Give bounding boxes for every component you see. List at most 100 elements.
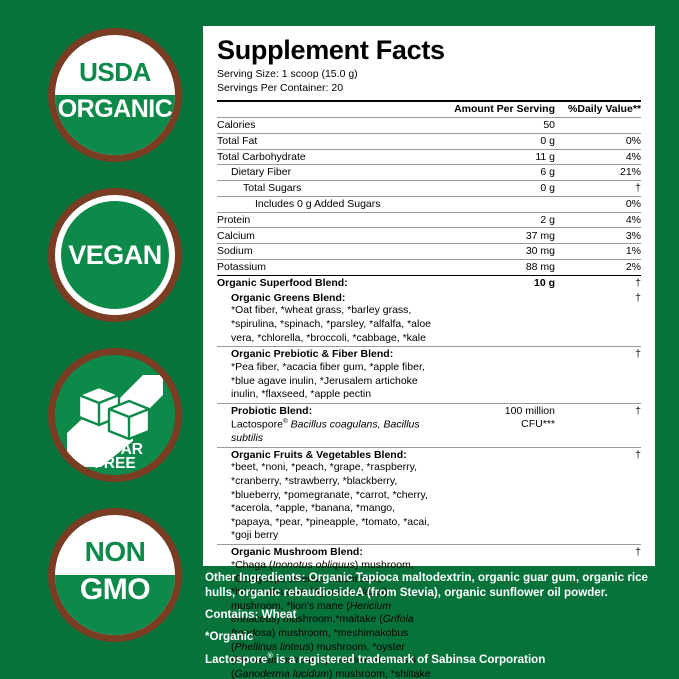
mushroom-common-name: *Chaga ( [231, 558, 273, 571]
mushroom-latin-name: Pleurotus ostreatus [234, 654, 325, 667]
prebiotic-blend-row: Organic Prebiotic & Fiber Blend: *Pea fi… [217, 346, 641, 404]
nutrient-dv: 0% [555, 196, 641, 213]
mushroom-common-name: ) mushroom, *meshimakobus ( [231, 627, 409, 653]
contains-allergen-text: Contains: Wheat [205, 608, 297, 622]
sugar-free-badge: SUGAR FREE [48, 348, 182, 482]
probiotic-amount-line2: CFU*** [521, 417, 555, 430]
probiotic-amount-line1: 100 million [504, 405, 555, 418]
greens-blend-cell: Organic Greens Blend: *Oat fiber, *wheat… [217, 290, 435, 348]
nutrient-label: Sodium [217, 243, 435, 261]
greens-blend-heading: Organic Greens Blend: [231, 291, 346, 304]
nutrient-amount: 37 mg [435, 227, 555, 245]
nutrient-label: Calories [217, 117, 435, 134]
usda-organic-top-label: USDA [79, 57, 151, 87]
superfood-blend-label: Organic Superfood Blend: [217, 276, 348, 289]
nutrient-label: Potassium [217, 261, 267, 274]
table-row: Protein 2 g 4% [217, 212, 641, 229]
mushroom-blend-cell: Organic Mushroom Blend: *Chaga (Inonotus… [217, 545, 435, 679]
registered-mark: ® [282, 417, 288, 425]
mushroom-latin-name: Inonotus obliquus [272, 558, 355, 571]
mushroom-blend-body: *Chaga (Inonotus obliquus) mushroom, *Co… [231, 559, 435, 679]
table-row: Total Carbohydrate 11 g 4% [217, 149, 641, 166]
mushroom-latin-name: Grifola frondosa [231, 613, 414, 640]
fruits-vegetables-blend-body: *beet, *noni, *peach, *grape, *raspberry… [231, 461, 430, 542]
trademark-notice: Lactospore® is a registered trademark of… [205, 651, 667, 667]
prebiotic-blend-heading: Organic Prebiotic & Fiber Blend: [231, 348, 394, 361]
vegan-badge-disc: VEGAN [61, 201, 169, 309]
supplement-facts-title: Supplement Facts [217, 35, 445, 65]
table-row: Includes 0 g Added Sugars 0% [217, 196, 641, 213]
sugar-free-badge-inner: SUGAR FREE [55, 355, 175, 475]
nutrient-amount: 2 g [435, 212, 555, 229]
table-row: Calories 50 [217, 117, 641, 134]
usda-organic-badge: USDA ORGANIC [48, 28, 182, 162]
mushroom-latin-name: Ganoderma lucidum [234, 668, 330, 679]
greens-blend-dv: † [555, 290, 641, 348]
nutrient-dv: 3% [555, 227, 641, 245]
nutrient-amount: 11 g [435, 149, 555, 166]
table-row: Potassium 88 mg 2% [217, 260, 641, 275]
table-row: Dietary Fiber 6 g 21% [217, 164, 641, 182]
nutrient-dv: 21% [555, 164, 641, 182]
rule-above-blends [217, 274, 641, 276]
fruits-vegetables-blend-dv: † [555, 447, 641, 546]
serving-size-text: Serving Size: 1 scoop (15.0 g) [217, 68, 358, 81]
certification-badge-column: USDA ORGANIC VEGAN [48, 28, 196, 668]
greens-blend-body: *Oat fiber, *wheat grass, *barley grass,… [231, 304, 432, 344]
nutrient-amount: 6 g [435, 164, 555, 182]
mushroom-blend-row: Organic Mushroom Blend: *Chaga (Inonotus… [217, 545, 641, 679]
probiotic-blend-amount: 100 million CFU*** [435, 403, 555, 448]
organic-asterisk-note: *Organic [205, 630, 254, 644]
nutrient-amount: 0 g [435, 133, 555, 150]
greens-blend-amount [435, 290, 555, 348]
mushroom-latin-name: Agaricus blazei [312, 586, 384, 599]
non-gmo-badge-inner: NON GMO [55, 515, 175, 635]
other-ingredients-text: Other Ingredients: Organic Tapioca malto… [205, 571, 649, 600]
bottom-text-block: Other Ingredients: Organic Tapioca malto… [205, 570, 667, 674]
header-amount-per-serving: Amount Per Serving [435, 102, 555, 119]
trademark-brand: Lactospore [205, 653, 268, 667]
sugar-free-icon: SUGAR FREE [55, 355, 175, 475]
usda-organic-badge-inner: USDA ORGANIC [55, 35, 175, 155]
nutrient-label: Includes 0 g Added Sugars [217, 196, 435, 213]
blend-table: Organic Superfood Blend: 10 g † Organic … [217, 276, 641, 679]
table-row: Calcium 37 mg 3% [217, 227, 641, 245]
nutrient-amount [435, 196, 555, 213]
nutrient-label: Total Carbohydrate [217, 149, 435, 166]
fruits-vegetables-blend-row: Organic Fruits & Vegetables Blend: *beet… [217, 447, 641, 546]
sugar-free-line2: FREE [94, 455, 135, 472]
nutrient-dv: † [555, 180, 641, 197]
mushroom-common-name: ) mushroom,*maitake ( [276, 613, 383, 626]
fruits-vegetables-blend-heading: Organic Fruits & Vegetables Blend: [231, 448, 407, 461]
nutrient-amount: 88 mg [525, 261, 555, 274]
table-row: Total Fat 0 g 0% [217, 133, 641, 150]
nutrient-dv: 4% [555, 212, 641, 229]
header-daily-value: %Daily Value** [555, 102, 641, 119]
mushroom-blend-heading: Organic Mushroom Blend: [231, 546, 363, 559]
registered-mark: ® [267, 651, 273, 661]
vegan-badge-label: VEGAN [68, 239, 162, 270]
nutrient-label: Total Sugars [217, 180, 435, 197]
nutrient-dv: 4% [555, 149, 641, 166]
non-gmo-lower-field [55, 575, 175, 635]
non-gmo-badge: NON GMO [48, 508, 182, 642]
mushroom-latin-name: Hericium erinaceus [231, 599, 392, 626]
probiotic-blend-dv: † [555, 403, 641, 448]
nutrient-dv: 0% [555, 133, 641, 150]
nutrient-dv [555, 117, 641, 134]
nutrient-label: Calcium [217, 227, 435, 245]
prebiotic-blend-dv: † [555, 346, 641, 404]
probiotic-blend-cell: Probiotic Blend: Lactospore® Bacillus co… [217, 403, 435, 448]
superfood-blend-row: Organic Superfood Blend: 10 g † [217, 276, 641, 291]
non-gmo-bottom-label: GMO [79, 573, 151, 606]
nutrient-label: Protein [217, 212, 435, 229]
probiotic-blend-row: Probiotic Blend: Lactospore® Bacillus co… [217, 403, 641, 448]
table-row: Total Sugars 0 g † [217, 180, 641, 197]
probiotic-blend-heading: Probiotic Blend: [231, 405, 313, 418]
servings-per-container-text: Servings Per Container: 20 [217, 81, 344, 94]
probiotic-strains: Bacillus coagulans, Bacillus subtilis [231, 418, 420, 444]
sugar-free-line1: SUGAR [87, 441, 143, 458]
probiotic-blend-body: Lactospore® Bacillus coagulans, Bacillus… [231, 418, 435, 446]
trademark-text: is a registered trademark of Sabinsa Cor… [272, 653, 546, 667]
